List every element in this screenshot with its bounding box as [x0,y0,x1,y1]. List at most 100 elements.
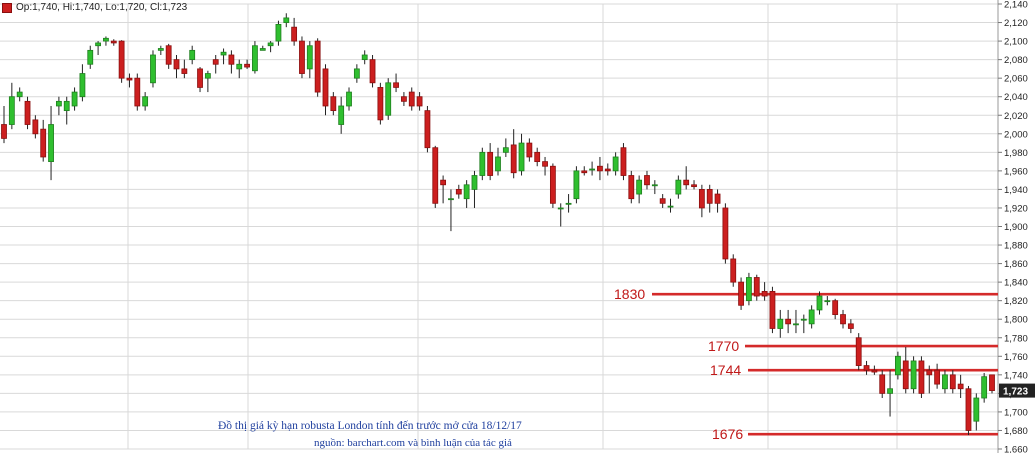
candle [259,45,266,51]
candle [777,309,784,338]
candle [103,36,109,46]
grid-layer [0,3,998,450]
candle-body-up [502,147,509,153]
candle [126,73,133,88]
candle-body-down [847,323,854,329]
candle [714,189,721,213]
y-tick-label: 2,020 [1004,111,1028,122]
candle [157,45,164,55]
candle-body-up [385,82,392,116]
y-tick-label: 1,940 [1004,185,1028,196]
candle [24,96,31,130]
series-swatch [2,2,12,13]
candle-body-up [150,54,156,84]
candle-body-up [48,124,54,163]
candle-body-down [722,207,729,260]
candle-body-down [424,110,431,149]
candle-body-down [126,77,133,81]
candle-body-up [557,207,564,210]
candle-body-down [871,369,878,373]
candle-body-up [361,54,368,61]
candle [518,133,525,176]
candle [557,203,564,227]
candle [965,385,972,436]
candle-body-up [71,91,78,107]
candle [855,333,862,371]
candle [448,189,454,232]
candle [918,356,925,399]
candle [479,147,486,181]
y-tick-label: 1,700 [1004,407,1028,418]
candle-body-up [306,45,313,70]
candle [361,50,368,65]
candle [730,254,737,287]
candle [934,363,941,389]
candle [204,70,211,93]
level-label-1744: 1744 [710,362,741,378]
candle [691,180,697,190]
candle [212,54,219,74]
y-tick-label: 1,660 [1004,445,1028,454]
candle [393,73,399,93]
candle-body-down [683,179,690,186]
y-tick-label: 1,960 [1004,166,1028,177]
candle [706,184,713,213]
candle [189,45,196,65]
candle [785,309,792,334]
level-label-1770: 1770 [708,338,739,354]
candle-body-up [204,73,211,79]
candle-body-up [103,37,109,42]
candle-body-down [706,189,713,204]
candle-body-down [855,337,862,366]
candle-body-down [965,388,972,431]
candle [16,87,23,102]
last-price-tag: 1,723 [999,383,1035,398]
candle-body-up [800,318,807,321]
candle-body-down [244,63,250,68]
candle [589,161,595,176]
candle [973,393,980,431]
y-tick-label: 2,040 [1004,92,1028,103]
candle-body-down [549,165,556,204]
candle-body-down [416,96,423,107]
candle [134,73,141,111]
candle [330,92,337,116]
candle-body-down [110,40,117,44]
candle-body-down [408,91,415,107]
candle [738,277,744,310]
candle-body-down [487,151,494,176]
level-lines: 1830 1770 1744 1676 [614,286,998,442]
candle-body-down [934,369,941,385]
level-label-1676: 1676 [712,426,743,442]
candle [597,156,603,181]
candle [620,143,627,181]
candle [165,43,172,69]
candle-body-up [651,184,658,187]
last-price-box [999,383,1035,398]
candle [150,50,156,88]
candle [840,309,846,329]
candle-body-down [24,100,31,125]
candle-body-down [761,290,768,297]
candle-body-down [902,360,909,390]
candle-body-up [142,96,149,107]
candle [40,119,47,162]
candle-body-down [526,142,533,158]
candle-body-down [440,179,447,186]
candle-body-down [32,119,39,135]
candle [471,170,478,208]
y-tick-label: 2,060 [1004,74,1028,85]
candle-body-down [659,198,666,204]
candle [698,184,705,218]
candle-body-down [330,96,337,112]
candle [526,138,533,162]
candle [87,45,94,69]
candle [926,365,933,394]
candle [455,184,462,199]
y-tick-label: 1,880 [1004,241,1028,252]
candle-body-down [863,365,870,371]
candle [283,13,290,28]
candle [432,145,439,208]
candle-body-up [79,73,86,98]
ohlc-readout: Op:1,740, Hi:1,740, Lo:1,720, Cl:1,723 [2,2,187,13]
